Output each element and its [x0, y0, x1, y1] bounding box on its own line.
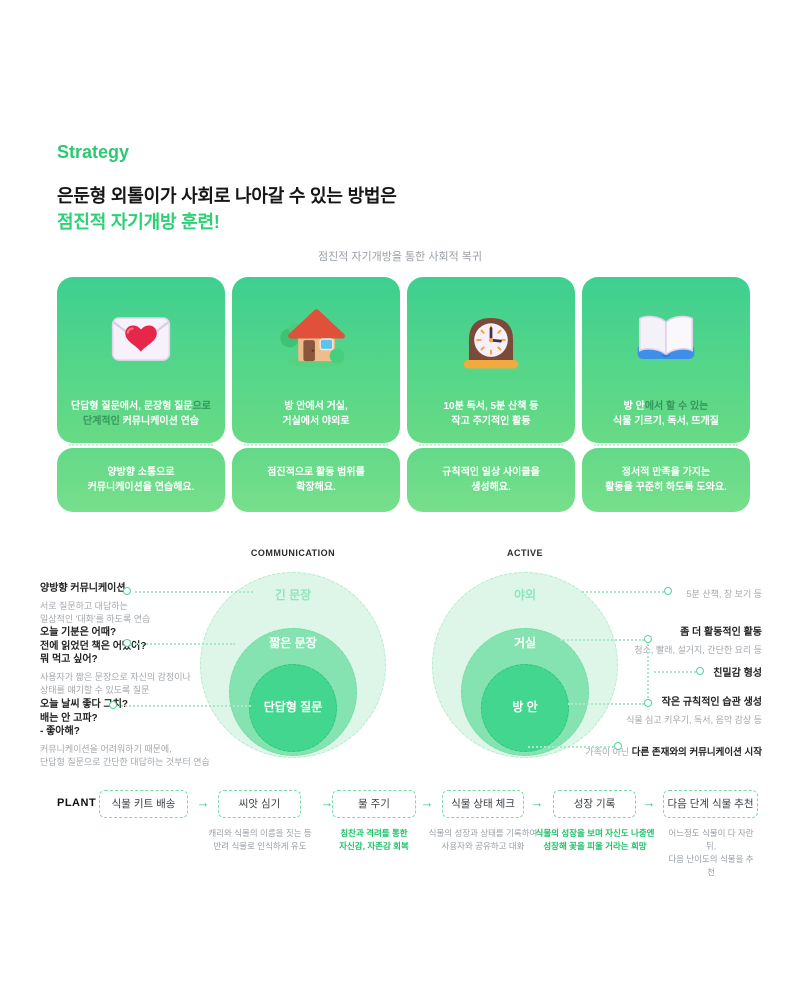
- annotation-body: 서로 질문하고 대답하는 일상적인 '대화'를 하도록 연습: [40, 600, 151, 624]
- ring-room: [481, 664, 569, 752]
- card-expand-range: 방 안에서 거실, 거실에서 야외로 점진적으로 활동 범위를 확장해요.: [232, 277, 400, 512]
- annotation-body: 사용자가 짧은 문장으로 자신의 감정이나 상태를 얘기할 수 있도록 질문: [40, 671, 191, 695]
- ring-label: 방 안: [512, 700, 538, 714]
- annotation-communication-start: 가족이 아닌 다른 존재와의 커뮤니케이션 시작: [585, 742, 762, 760]
- annotation-intimacy: 친밀감 형성: [713, 667, 762, 681]
- dotted-line: [568, 703, 644, 705]
- clock-icon: [407, 277, 575, 381]
- dotted-line: [654, 671, 696, 673]
- page-title-line2: 점진적 자기개방 훈련!: [57, 212, 220, 232]
- annotation-more-active: 좀 더 활동적인 활동 청소, 빨래, 설거지, 간단한 요리 등: [634, 626, 762, 657]
- connector-dot: [123, 639, 131, 647]
- ring-short-answer: [249, 664, 337, 752]
- diagram-title: ACTIVE: [506, 548, 543, 558]
- annotation-simple-answers: 오늘 날씨 좋다 그치? 배는 안 고파? - 좋아해? 커뮤니케이션을 어려워…: [40, 698, 220, 769]
- annotation-heading: 양방향 커뮤니케이션: [40, 583, 126, 594]
- flow-step-next-plant: 다음 단계 식물 추천: [663, 790, 758, 818]
- annotation-heading: 친밀감 형성: [713, 668, 762, 679]
- diagram-title: COMMUNICATION: [250, 548, 336, 558]
- annotation-heading: 작은 규칙적인 습관 생성: [661, 697, 762, 708]
- annotation-body: 5분 산책, 장 보기 등: [686, 589, 762, 599]
- annotation-body: 커뮤니케이션을 어려워하기 때문에, 단답형 질문으로 간단한 대답하는 것부터…: [40, 743, 210, 767]
- flow-caption: 식물의 성장을 보며 자신도 나중엔 성장해 꽃을 피울 거라는 희망: [535, 828, 655, 851]
- card-top: 방 안에서 거실, 거실에서 야외로: [232, 277, 400, 443]
- flow-caption: 캐리와 식물의 이름을 짓는 등 반려 식물로 인식하게 유도: [208, 828, 312, 851]
- strategy-cards-row: 단답형 질문에서, 문장형 질문으로 단계적인 커뮤니케이션 연습 양방향 소통으…: [57, 277, 750, 512]
- card-top-text: 방 안에서 할 수 있는 식물 기르기, 독서, 뜨개질: [613, 401, 719, 427]
- ring-label: 짧은 문장: [269, 636, 317, 650]
- flow-caption: 식물의 성장과 상태를 기록하여 사용자와 공유하고 대화: [428, 828, 538, 851]
- ring-label: 야외: [513, 588, 537, 602]
- ring-label: 긴 문장: [274, 588, 312, 602]
- arrow-right-icon: →: [420, 795, 434, 810]
- card-communication-practice: 단답형 질문에서, 문장형 질문으로 단계적인 커뮤니케이션 연습 양방향 소통으…: [57, 277, 225, 512]
- connector-dot: [644, 699, 652, 707]
- book-icon: [582, 277, 750, 381]
- card-indoor-hobby: 방 안에서 할 수 있는 식물 기르기, 독서, 뜨개질 정서적 만족을 가지는 …: [582, 277, 750, 512]
- card-bottom: 규칙적인 일상 사이클을 생성해요.: [407, 444, 575, 512]
- flow-step-watering: 물 주기: [332, 790, 416, 818]
- arrow-right-icon: →: [530, 795, 544, 810]
- dotted-line: [121, 705, 251, 707]
- card-top-text: 단답형 질문에서, 문장형 질문으로 단계적인 커뮤니케이션 연습: [71, 401, 211, 427]
- card-bottom-text: 규칙적인 일상 사이클을 생성해요.: [442, 467, 540, 493]
- ring-label: 거실: [513, 636, 537, 650]
- connector-dot: [614, 742, 622, 750]
- dotted-line: [560, 639, 644, 641]
- arrow-right-icon: →: [196, 795, 210, 810]
- card-bottom: 양방향 소통으로 커뮤니케이션을 연습해요.: [57, 444, 225, 512]
- connector-dot: [664, 587, 672, 595]
- flow-step-status-check: 식물 상태 체크: [442, 790, 524, 818]
- connector-dot: [109, 701, 117, 709]
- connector-dot: [644, 635, 652, 643]
- annotation-short-sentence-questions: 오늘 기분은 어때? 전에 읽었던 책은 어땠어? 뭐 먹고 싶어? 사용자가 …: [40, 626, 210, 697]
- connector-dot: [696, 667, 704, 675]
- flow-caption: 칭찬과 격려를 통한 자신감, 자존감 회복: [339, 828, 409, 851]
- love-letter-icon: [57, 277, 225, 381]
- house-icon: [232, 277, 400, 381]
- active-diagram: ACTIVE 야외 거실 방 안: [430, 540, 620, 776]
- page-subtitle: 점진적 자기개방을 통한 사회적 복귀: [317, 251, 483, 263]
- card-top: 10분 독서, 5분 산책 등 작고 주기적인 활동: [407, 277, 575, 443]
- communication-diagram: COMMUNICATION 긴 문장 짧은 문장 단답형 질문: [198, 540, 388, 776]
- connector-dot: [123, 587, 131, 595]
- arrow-right-icon: →: [642, 795, 656, 810]
- page-title-line1: 은둔형 외톨이가 사회로 나아갈 수 있는 방법은: [57, 186, 397, 206]
- dotted-line: [135, 643, 235, 645]
- dotted-line-vertical: [647, 644, 649, 702]
- annotation-heading: 좀 더 활동적인 활동: [680, 627, 762, 638]
- arrow-right-icon: →: [320, 795, 334, 810]
- section-eyebrow: Strategy: [57, 142, 130, 162]
- card-bottom-text: 정서적 만족을 가지는 활동을 꾸준히 하도록 도와요.: [605, 467, 727, 493]
- annotation-body: 식물 심고 키우기, 독서, 음악 감상 등: [626, 714, 762, 725]
- card-top-text: 10분 독서, 5분 산책 등 작고 주기적인 활동: [443, 401, 539, 427]
- flow-step-plant-seed: 씨앗 심기: [218, 790, 301, 818]
- annotation-small-habits: 작은 규칙적인 습관 생성 식물 심고 키우기, 독서, 음악 감상 등: [626, 696, 762, 727]
- card-bottom: 점진적으로 활동 범위를 확장해요.: [232, 444, 400, 512]
- card-top: 단답형 질문에서, 문장형 질문으로 단계적인 커뮤니케이션 연습: [57, 277, 225, 443]
- annotation-walk-shopping: 5분 산책, 장 보기 등: [687, 587, 762, 600]
- flow-step-growth-record: 성장 기록: [553, 790, 636, 818]
- flow-label-plant: PLANT: [57, 797, 97, 809]
- dotted-line: [135, 591, 253, 593]
- annotation-two-way-communication: 양방향 커뮤니케이션 서로 질문하고 대답하는 일상적인 '대화'를 하도록 연…: [40, 582, 200, 626]
- ring-label: 단답형 질문: [263, 700, 323, 714]
- dotted-line: [528, 746, 614, 748]
- card-bottom-text: 양방향 소통으로 커뮤니케이션을 연습해요.: [87, 467, 195, 493]
- flow-caption: 어느정도 식물이 다 자란 뒤, 다음 난이도의 식물을 추천: [668, 828, 754, 877]
- card-bottom-text: 점진적으로 활동 범위를 확장해요.: [267, 467, 365, 493]
- card-periodic-activity: 10분 독서, 5분 산책 등 작고 주기적인 활동 규칙적인 일상 사이클을 생…: [407, 277, 575, 512]
- flow-step-kit-delivery: 식물 키트 배송: [99, 790, 188, 818]
- card-top-text: 방 안에서 거실, 거실에서 야외로: [282, 401, 350, 427]
- card-bottom: 정서적 만족을 가지는 활동을 꾸준히 하도록 도와요.: [582, 444, 750, 512]
- dotted-line: [582, 591, 664, 593]
- annotation-mixed-text: 가족이 아닌 다른 존재와의 커뮤니케이션 시작: [585, 747, 762, 758]
- annotation-body: 청소, 빨래, 설거지, 간단한 요리 등: [634, 644, 762, 655]
- card-top: 방 안에서 할 수 있는 식물 기르기, 독서, 뜨개질: [582, 277, 750, 443]
